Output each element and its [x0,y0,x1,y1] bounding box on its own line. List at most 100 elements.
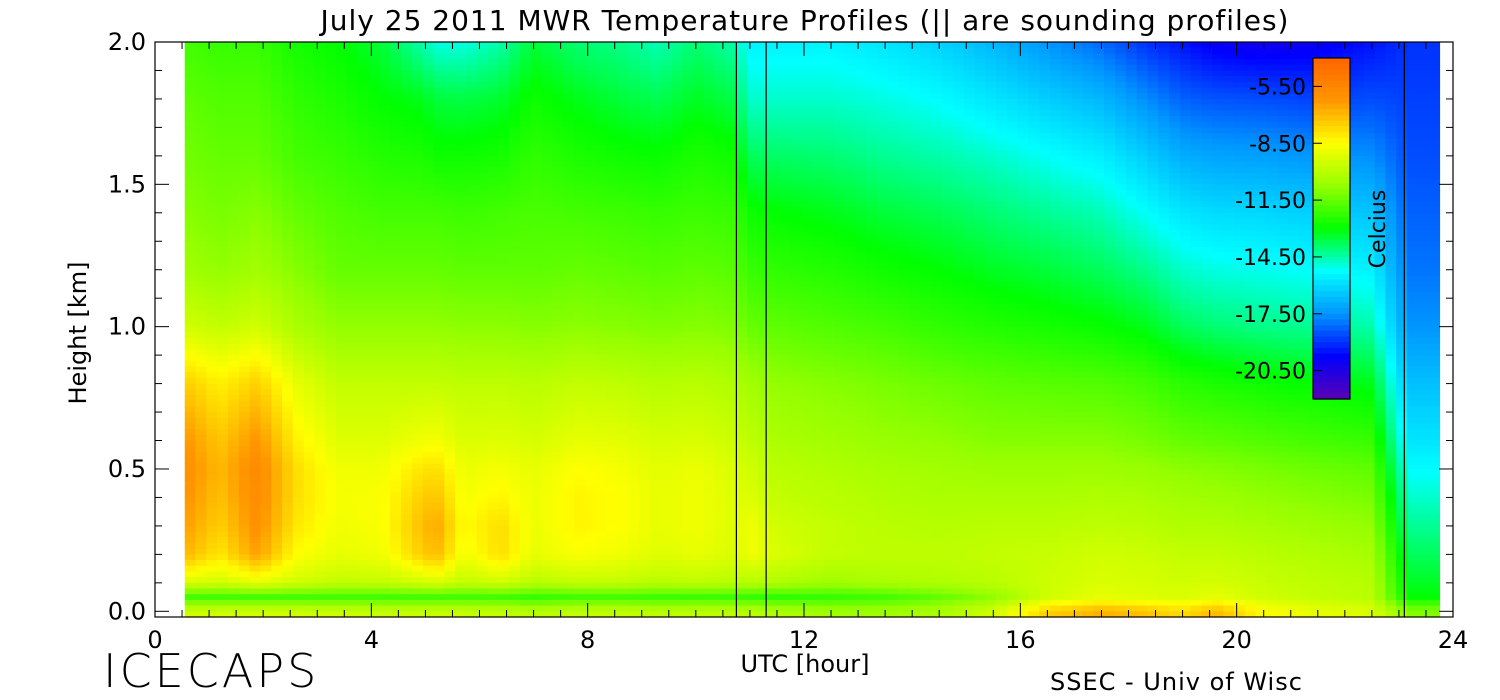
heatmap-cell [541,298,554,305]
heatmap-cell [639,207,651,214]
heatmap-cell [336,224,348,231]
heatmap-cell [639,366,651,373]
heatmap-cell [260,264,272,271]
heatmap-cell [530,565,543,573]
heatmap-cell [411,275,424,282]
heatmap-cell [347,195,359,202]
heatmap-cell [563,53,575,60]
heatmap-cell [357,218,370,225]
heatmap-cell [314,548,326,555]
heatmap-cell [465,81,478,89]
heatmap-cell [487,127,500,134]
heatmap-cell [292,417,305,425]
heatmap-cell [336,542,348,550]
heatmap-cell [703,172,716,180]
heatmap-cell [422,480,435,487]
heatmap-cell [249,150,262,157]
heatmap-cell [282,252,294,259]
heatmap-cell [249,87,262,94]
heatmap-cell [368,605,381,612]
heatmap-cell [714,144,727,151]
heatmap-cell [271,372,283,379]
heatmap-cell [260,366,272,373]
heatmap-cell [455,246,467,254]
heatmap-cell [422,275,435,282]
heatmap-cell [357,525,370,533]
heatmap-cell [282,525,294,533]
heatmap-cell [671,491,683,499]
heatmap-cell [347,355,359,362]
heatmap-cell [336,264,348,271]
heatmap-cell [184,423,197,430]
heatmap-cell [541,417,554,425]
heatmap-cell [649,366,662,373]
heatmap-cell [422,144,435,151]
heatmap-cell [260,463,272,470]
heatmap-cell [617,571,629,578]
heatmap-cell [563,286,575,294]
heatmap-cell [530,423,543,430]
heatmap-cell [541,64,554,72]
heatmap-cell [379,190,391,197]
heatmap-cell [336,258,348,265]
heatmap-cell [303,486,316,493]
heatmap-cell [530,457,543,464]
heatmap-cell [433,309,445,316]
heatmap-cell [660,554,673,561]
heatmap-cell [390,201,402,208]
heatmap-cell [282,417,294,425]
heatmap-cell [574,503,586,510]
heatmap-cell [520,372,532,379]
heatmap-cell [206,144,218,151]
heatmap-cell [184,582,197,590]
heatmap-cell [433,332,445,339]
heatmap-cell [487,195,500,202]
heatmap-cell [595,207,608,214]
heatmap-cell [660,81,673,89]
heatmap-cell [498,372,510,379]
heatmap-cell [530,394,543,402]
heatmap-cell [465,429,478,436]
heatmap-cell [541,542,554,550]
heatmap-cell [476,577,489,584]
heatmap-cell [465,47,478,54]
heatmap-cell [509,377,521,385]
heatmap-cell [703,167,716,174]
heatmap-cell [292,281,305,288]
heatmap-cell [314,423,326,430]
heatmap-cell [206,116,218,123]
heatmap-cell [671,98,683,106]
heatmap-cell [606,218,619,225]
heatmap-cell [401,474,413,481]
heatmap-cell [271,412,283,419]
heatmap-cell [563,212,575,220]
heatmap-cell [649,281,662,288]
heatmap-cell [530,127,543,134]
heatmap-cell [271,201,283,208]
heatmap-cell [649,486,662,493]
heatmap-cell [703,463,716,470]
heatmap-cell [282,508,294,516]
heatmap-cell [660,144,673,151]
heatmap-cell [455,309,467,316]
heatmap-cell [444,446,456,453]
heatmap-cell [390,172,402,180]
heatmap-cell [444,383,456,390]
heatmap-cell [487,451,500,459]
heatmap-cell [411,468,424,476]
heatmap-cell [530,400,543,407]
heatmap-cell [433,93,445,100]
heatmap-cell [357,468,370,476]
heatmap-cell [368,42,381,49]
heatmap-cell [357,258,370,265]
heatmap-cell [455,281,467,288]
heatmap-cell [390,326,402,333]
heatmap-cell [347,93,359,100]
heatmap-cell [271,599,283,607]
heatmap-cell [606,98,619,106]
heatmap-cell [368,548,381,555]
heatmap-cell [195,53,207,60]
heatmap-cell [584,207,597,214]
heatmap-cell [238,264,251,271]
heatmap-cell [541,286,554,294]
